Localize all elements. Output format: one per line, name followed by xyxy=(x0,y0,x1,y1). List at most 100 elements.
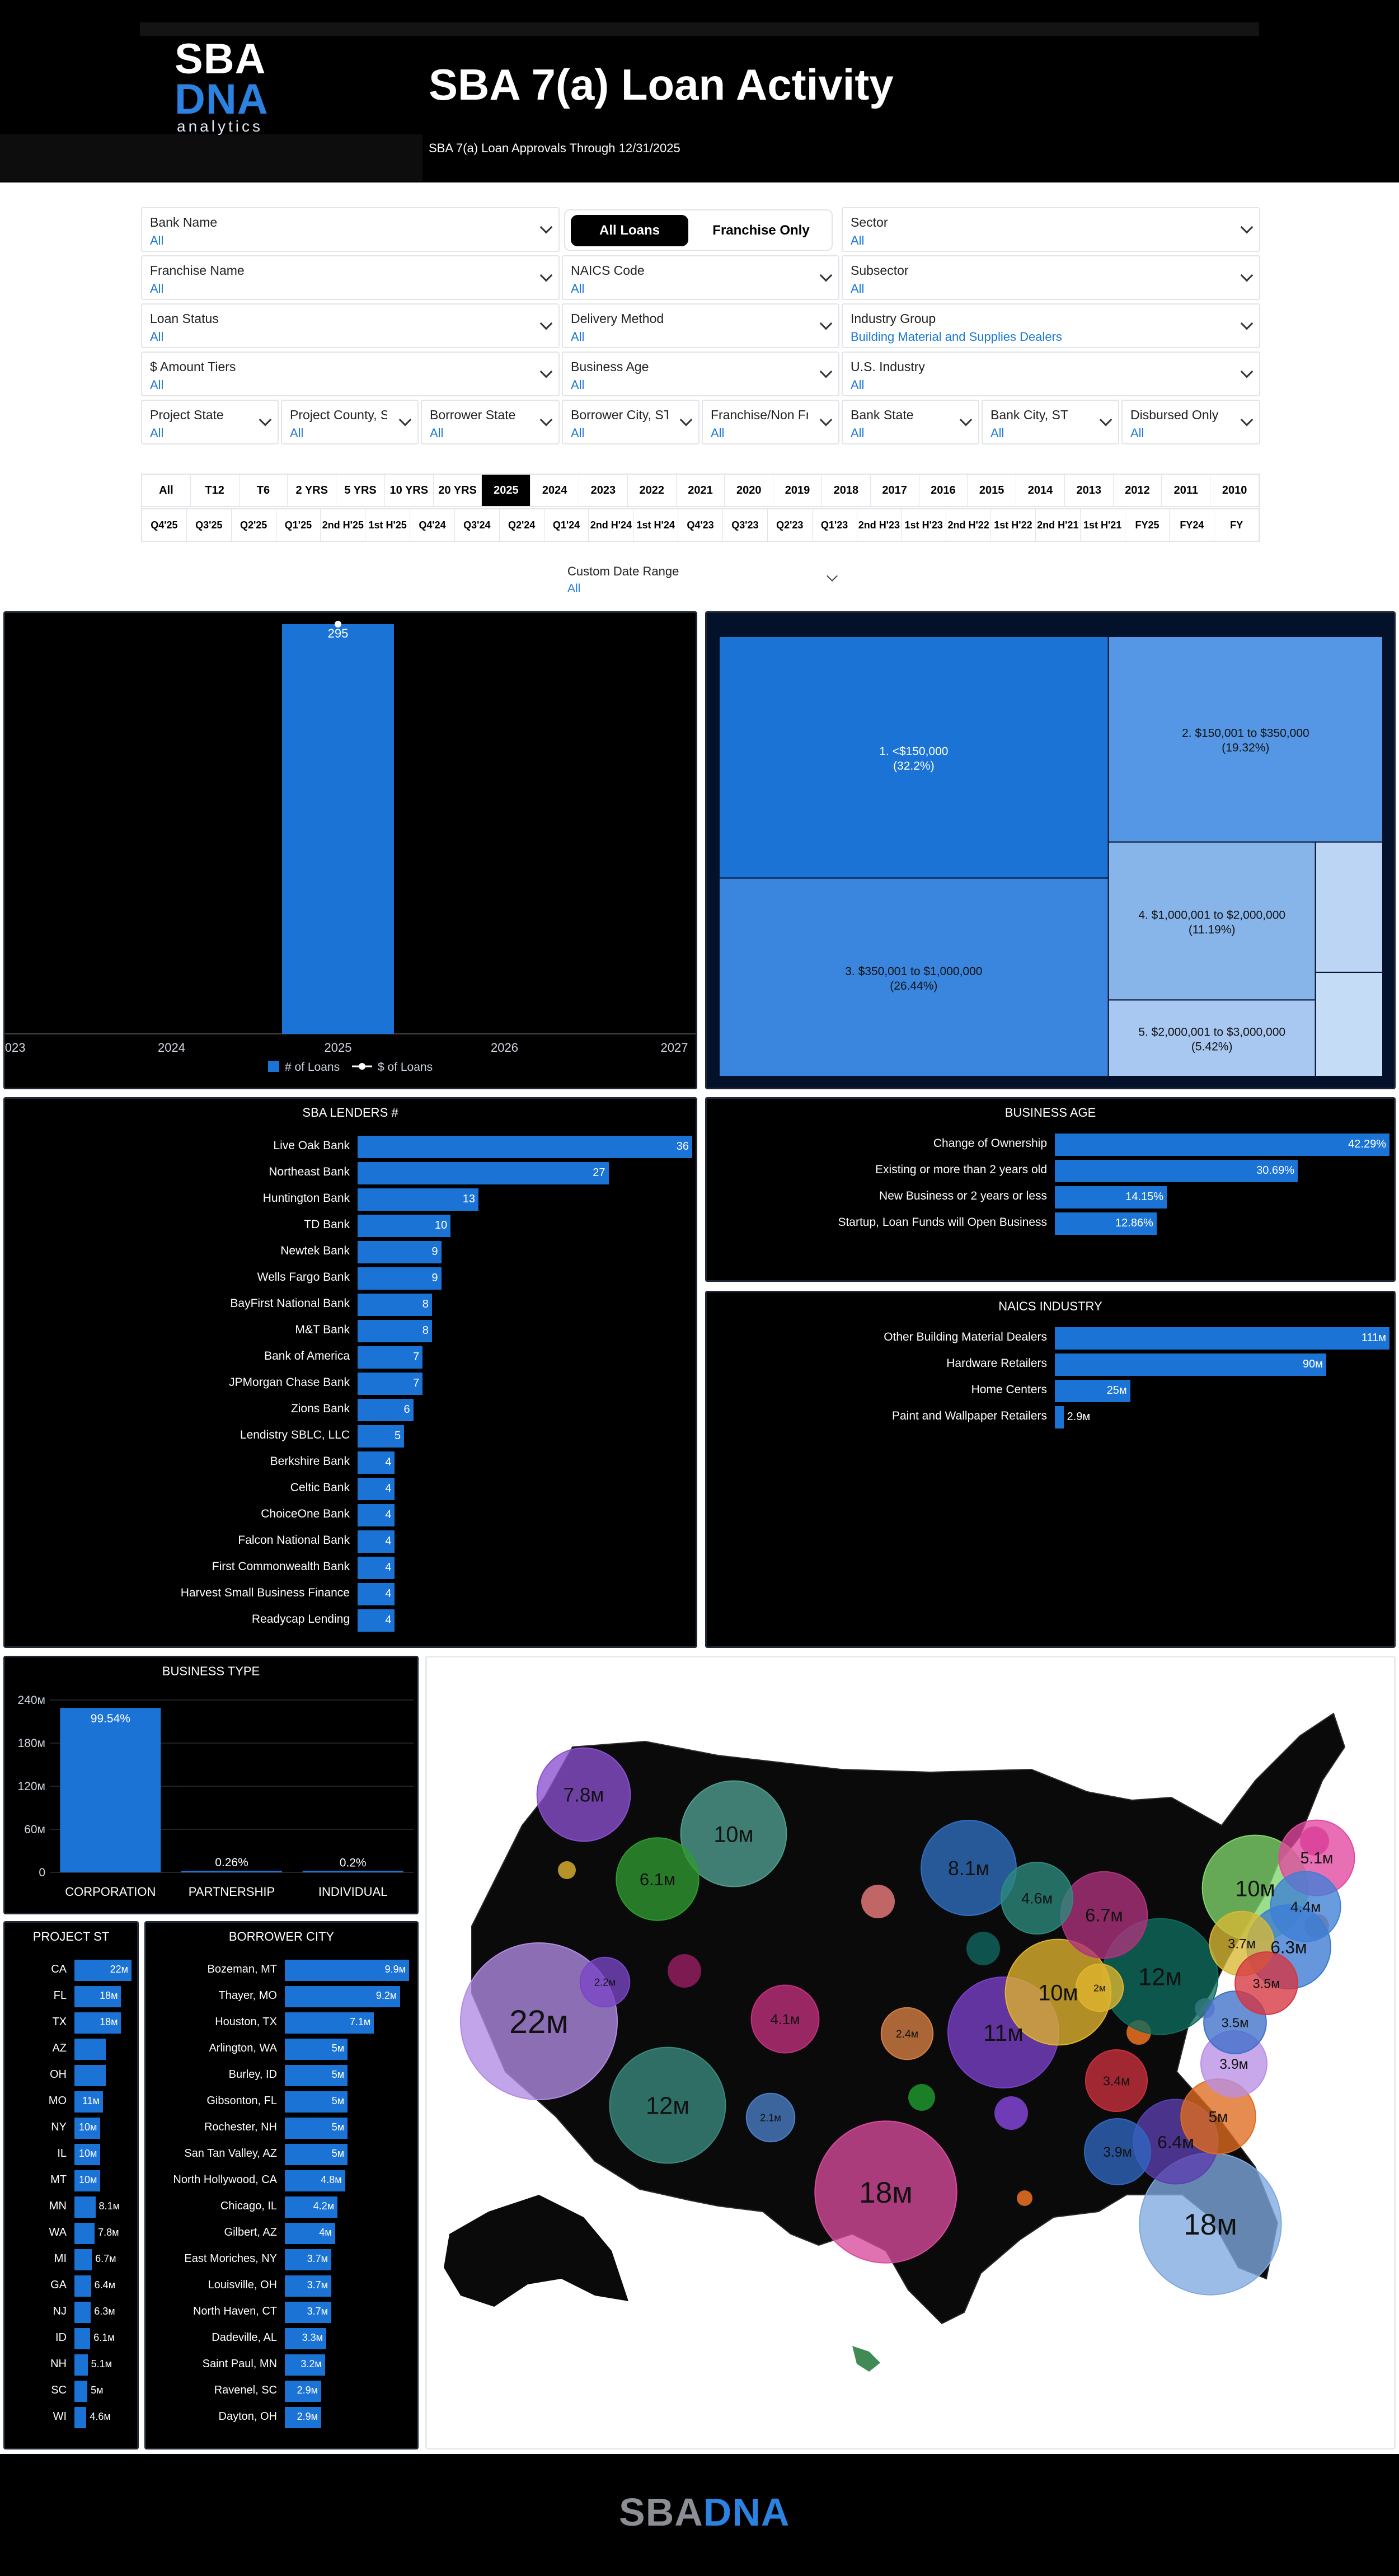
business-age-filter[interactable]: Business Age All xyxy=(562,352,839,396)
state-bubble[interactable] xyxy=(750,1984,820,2054)
loan-status-filter[interactable]: Loan Status All xyxy=(141,303,560,348)
period-tab[interactable]: 2012 xyxy=(1114,475,1162,506)
bar[interactable] xyxy=(358,1267,442,1290)
amount-tiers-filter[interactable]: $ Amount Tiers All xyxy=(141,352,560,396)
period-tab[interactable]: T12 xyxy=(191,475,240,506)
state-bubble[interactable] xyxy=(1085,2049,1148,2113)
bar[interactable] xyxy=(181,1871,282,1872)
bar[interactable] xyxy=(285,2039,348,2060)
naics-code-filter[interactable]: NAICS Code All xyxy=(562,255,839,300)
period-tab[interactable]: 2019 xyxy=(773,475,822,506)
sbadna-logo[interactable]: SBA DNA analytics xyxy=(175,38,287,135)
state-bubble[interactable] xyxy=(609,2046,726,2164)
map-dot[interactable] xyxy=(994,2096,1028,2130)
bar[interactable] xyxy=(358,1346,423,1369)
bar[interactable] xyxy=(282,624,394,1034)
map-dot[interactable] xyxy=(1017,2190,1032,2206)
bar[interactable] xyxy=(74,1960,132,1981)
bar[interactable] xyxy=(285,2196,338,2218)
disbursed-only-filter[interactable]: Disbursed Only All xyxy=(1121,400,1260,444)
period-tab[interactable]: 2025 xyxy=(482,475,531,506)
treemap-cell[interactable] xyxy=(1315,841,1384,973)
bar[interactable] xyxy=(74,2118,101,2139)
bar[interactable] xyxy=(285,2170,345,2191)
bar[interactable] xyxy=(358,1136,692,1158)
all-loans-button[interactable]: All Loans xyxy=(571,215,688,246)
period-tab[interactable]: All xyxy=(142,475,191,506)
bar[interactable] xyxy=(302,1871,403,1872)
project-state-filter[interactable]: Project State All xyxy=(141,400,279,444)
bar[interactable] xyxy=(1055,1160,1298,1182)
bar[interactable] xyxy=(358,1478,395,1500)
bar[interactable] xyxy=(285,2091,348,2113)
bar[interactable] xyxy=(1055,1327,1389,1350)
state-bubble[interactable] xyxy=(745,2092,796,2143)
bank-city-filter[interactable]: Bank City, ST All xyxy=(982,400,1119,444)
period-tab[interactable]: 2020 xyxy=(725,475,774,506)
bar[interactable] xyxy=(285,2407,322,2428)
period-tab[interactable]: 2015 xyxy=(968,475,1017,506)
footer-logo[interactable]: SBADNA xyxy=(619,2490,790,2535)
sector-filter[interactable]: Sector All xyxy=(842,207,1260,252)
state-bubble[interactable] xyxy=(1234,1951,1298,2015)
bar[interactable] xyxy=(285,2118,348,2139)
period-tab[interactable]: 2018 xyxy=(822,475,871,506)
period-tab[interactable]: 10 YRS xyxy=(385,475,434,506)
period-tab[interactable]: 2011 xyxy=(1162,475,1211,506)
bar[interactable] xyxy=(74,2196,96,2218)
bar[interactable] xyxy=(285,2328,326,2349)
state-bubble[interactable] xyxy=(814,2120,957,2264)
bar[interactable] xyxy=(358,1583,395,1605)
quarter-tab[interactable]: 1st H'21 xyxy=(1081,509,1125,541)
state-bubble[interactable] xyxy=(1084,2118,1151,2185)
quarter-tab[interactable]: FY25 xyxy=(1125,509,1170,541)
state-bubble[interactable] xyxy=(880,2007,934,2060)
bar[interactable] xyxy=(1055,1406,1064,1428)
state-bubble[interactable] xyxy=(1270,1871,1341,1942)
quarter-tab[interactable]: 1st H'23 xyxy=(902,509,947,541)
quarter-tab[interactable]: 2nd H'22 xyxy=(946,509,992,541)
custom-date-range-filter[interactable]: Custom Date Range All xyxy=(567,564,838,598)
bank-state-filter[interactable]: Bank State All xyxy=(842,400,979,444)
bar[interactable] xyxy=(74,2144,101,2165)
bar[interactable] xyxy=(74,2302,91,2323)
period-tab[interactable]: 2010 xyxy=(1210,475,1259,506)
period-tab[interactable]: 2023 xyxy=(579,475,628,506)
bar[interactable] xyxy=(358,1451,395,1474)
bar[interactable] xyxy=(285,2354,325,2376)
map-dot[interactable] xyxy=(908,2084,935,2111)
bar[interactable] xyxy=(358,1241,442,1263)
quarter-tab[interactable]: Q4'23 xyxy=(678,509,723,541)
bar[interactable] xyxy=(74,2065,106,2086)
bar[interactable] xyxy=(358,1215,451,1237)
quarter-tab[interactable]: 2nd H'25 xyxy=(321,509,366,541)
quarter-tab[interactable]: Q4'25 xyxy=(142,509,187,541)
period-tab[interactable]: 2024 xyxy=(531,475,580,506)
bar[interactable] xyxy=(285,2223,335,2244)
quarter-tab[interactable]: FY xyxy=(1214,509,1259,541)
period-tab[interactable]: 2021 xyxy=(677,475,725,506)
bar[interactable] xyxy=(74,2407,87,2428)
period-tab[interactable]: 2014 xyxy=(1016,475,1065,506)
borrower-city-filter[interactable]: Borrower City, ST All xyxy=(562,400,700,444)
map-dot[interactable] xyxy=(966,1932,1000,1965)
period-tab[interactable]: 2017 xyxy=(871,475,919,506)
quarter-tab[interactable]: 2nd H'24 xyxy=(589,509,634,541)
quarter-tab[interactable]: Q2'24 xyxy=(500,509,544,541)
bar[interactable] xyxy=(358,1557,395,1579)
bar[interactable] xyxy=(285,2144,348,2165)
quarter-tab[interactable]: Q1'24 xyxy=(544,509,589,541)
quarter-tab[interactable]: Q1'23 xyxy=(813,509,857,541)
bar[interactable] xyxy=(358,1373,423,1395)
period-tab[interactable]: 5 YRS xyxy=(336,475,385,506)
industry-group-filter[interactable]: Industry Group Building Material and Sup… xyxy=(842,303,1260,348)
bar[interactable] xyxy=(285,2012,374,2034)
us-industry-filter[interactable]: U.S. Industry All xyxy=(842,352,1260,396)
state-bubble[interactable] xyxy=(680,1780,787,1887)
bar[interactable] xyxy=(1055,1186,1167,1209)
bar[interactable] xyxy=(1055,1212,1157,1235)
bar[interactable] xyxy=(358,1399,414,1421)
bar[interactable] xyxy=(358,1188,478,1211)
bar[interactable] xyxy=(74,2249,92,2270)
quarter-tab[interactable]: 1st H'25 xyxy=(365,509,411,541)
